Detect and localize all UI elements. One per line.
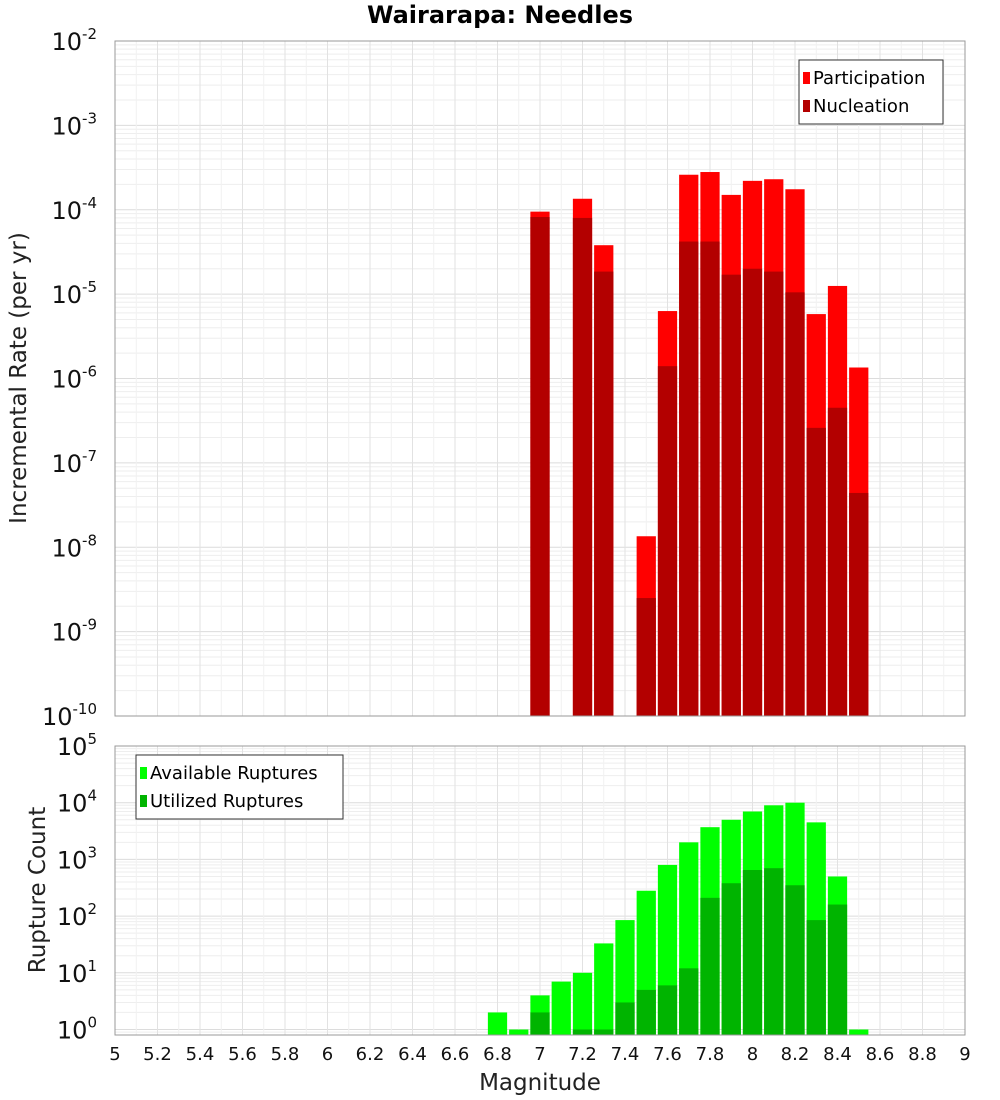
legend-swatch [140,767,147,779]
bar-utilized-ruptures [530,1012,550,1035]
bar-nucleation [679,241,699,717]
y-tick-label: 101 [57,957,97,988]
legend-swatch [140,795,147,807]
bar-utilized-ruptures [721,883,741,1035]
legend-swatch [803,72,810,84]
bottom-y-axis-label: Rupture Count [25,807,51,973]
y-tick-label: 103 [57,843,97,874]
x-tick-label: 5.2 [143,1044,172,1065]
bottom-y-ticks: 100 101 102 103 104 105 [57,730,97,1045]
top-legend: Participation Nucleation [798,59,944,125]
bar-nucleation [700,241,720,717]
x-tick-label: 7.6 [653,1044,682,1065]
bar-nucleation [764,271,784,716]
x-tick-label: 7 [534,1044,545,1065]
x-tick-label: 7.2 [568,1044,597,1065]
chart-title: Wairarapa: Needles [367,1,633,29]
y-tick-label: 104 [57,787,97,818]
x-tick-label: 5.4 [186,1044,215,1065]
bar-utilized-ruptures [827,904,848,1035]
bar-available-ruptures [509,1029,529,1035]
y-tick-label: 10-9 [51,616,97,647]
x-tick-label: 8.4 [823,1044,852,1065]
bar-utilized-ruptures [679,968,699,1035]
bar-nucleation [827,407,848,716]
bar-nucleation [636,598,656,716]
x-tick-label: 8.6 [866,1044,895,1065]
bar-nucleation [572,217,593,716]
x-tick-label: 6.2 [356,1044,385,1065]
bar-utilized-ruptures [615,1002,635,1035]
bar-nucleation [806,427,826,716]
y-tick-label: 10-5 [51,278,97,309]
bottom-legend: Available Ruptures Utilized Ruptures [135,754,344,820]
y-tick-label: 105 [57,730,97,761]
legend-label: Utilized Ruptures [150,791,303,812]
bar-utilized-ruptures [572,1029,593,1035]
x-tick-label: 8.2 [781,1044,810,1065]
x-tick-label: 8 [747,1044,758,1065]
bar-utilized-ruptures [657,985,678,1035]
x-tick-label: 5.8 [271,1044,300,1065]
bar-nucleation [594,271,614,716]
bottom-panel: 100 101 102 103 104 105 Rupture Count 5 5.2 5.4… [25,730,971,1096]
bar-utilized-ruptures [764,868,784,1035]
bar-available-ruptures [594,943,614,1035]
bar-utilized-ruptures [594,1029,614,1035]
bar-utilized-ruptures [785,885,805,1035]
y-tick-label: 10-10 [42,700,97,731]
x-tick-label: 6.8 [483,1044,512,1065]
legend-label: Participation [813,68,925,89]
bar-utilized-ruptures [742,870,763,1035]
bar-nucleation [721,274,741,716]
bar-nucleation [742,268,763,716]
top-plot-frame [114,40,966,717]
bottom-plot-frame [114,745,966,1036]
x-tick-label: 6.6 [441,1044,470,1065]
bar-utilized-ruptures [806,920,826,1035]
x-tick-label: 6 [322,1044,333,1065]
x-tick-label: 9 [959,1044,970,1065]
bar-utilized-ruptures [636,989,656,1035]
x-axis-label: Magnitude [479,1070,601,1096]
bottom-bars [487,802,869,1035]
y-tick-label: 100 [57,1014,97,1045]
y-tick-label: 10-6 [51,363,97,394]
top-y-ticks: 10-10 10-9 10-8 10-7 10-6 10-5 10-4 10-3 10-2 [42,25,97,731]
x-tick-label: 5 [109,1044,120,1065]
x-tick-label: 5.6 [228,1044,257,1065]
legend-label: Available Ruptures [150,763,318,784]
bar-available-ruptures [849,1029,869,1035]
y-tick-label: 10-3 [51,109,97,140]
x-tick-label: 6.4 [398,1044,427,1065]
legend-box [135,754,344,820]
legend-swatch [803,100,810,112]
bar-nucleation [657,366,678,716]
x-ticks: 5 5.2 5.4 5.6 5.8 6 6.2 6.4 6.6 6.8 7 7.2 7.4 7.6 7.8 8… [109,1044,970,1065]
bar-nucleation [530,217,550,716]
bar-nucleation [785,292,805,716]
x-tick-label: 8.8 [908,1044,937,1065]
bar-nucleation [849,492,869,716]
legend-label: Nucleation [813,96,909,117]
y-tick-label: 102 [57,900,97,931]
y-tick-label: 10-2 [51,25,97,56]
y-tick-label: 10-4 [51,194,97,225]
bar-available-ruptures [551,981,571,1035]
top-bars [530,172,869,717]
y-tick-label: 10-7 [51,447,97,478]
top-panel: 10-10 10-9 10-8 10-7 10-6 10-5 10-4 10-3 10-2 In… [6,25,966,731]
bar-available-ruptures [572,972,593,1035]
bar-available-ruptures [487,1012,508,1035]
y-tick-label: 10-8 [51,531,97,562]
x-tick-label: 7.4 [611,1044,640,1065]
legend-box [798,59,944,125]
x-tick-label: 7.8 [696,1044,725,1065]
bar-utilized-ruptures [700,897,720,1035]
top-y-axis-label: Incremental Rate (per yr) [6,232,32,524]
